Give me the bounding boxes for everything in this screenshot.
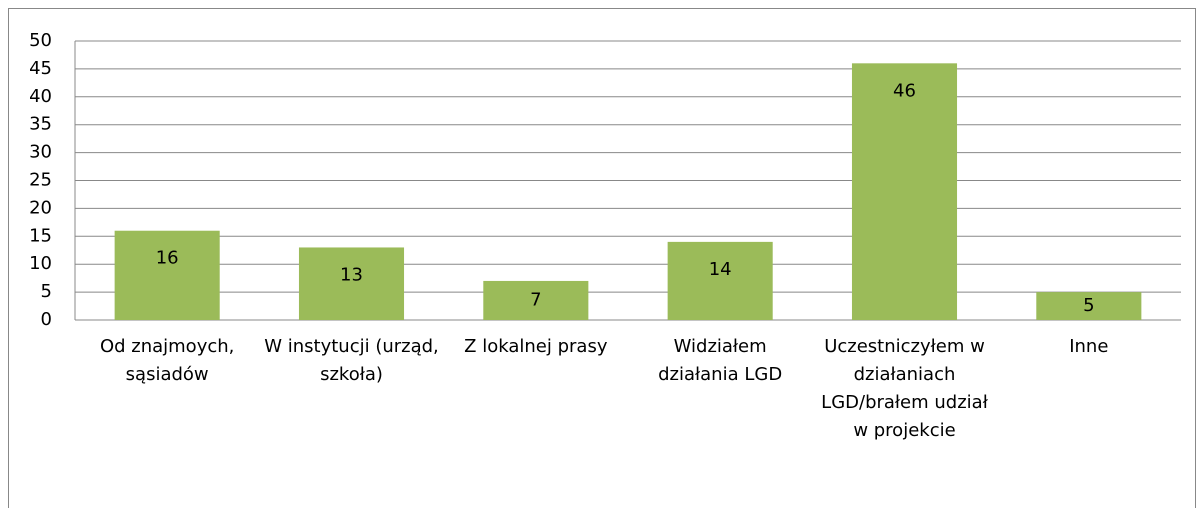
- data-label: 5: [1083, 295, 1094, 316]
- bar: [298, 247, 405, 320]
- x-tick-label: W instytucji (urząd, szkoła): [264, 336, 439, 385]
- y-tick-label: 25: [29, 170, 52, 191]
- y-tick-label: 10: [29, 253, 52, 274]
- y-tick-label: 50: [29, 30, 52, 51]
- bar: [851, 63, 958, 320]
- x-tick-label: Z lokalnej prasy: [464, 336, 608, 357]
- x-tick-label: Od znajmoych, sąsiadów: [99, 336, 235, 385]
- x-tick-label: Uczestniczyłem w działaniach LGD/brałem …: [821, 336, 988, 441]
- data-label: 46: [893, 80, 916, 101]
- bar: [483, 280, 589, 320]
- bar: [114, 230, 220, 320]
- y-tick-label: 30: [29, 142, 52, 163]
- x-tick-label: Widziałem działania LGD: [658, 336, 783, 385]
- y-tick-label: 20: [29, 197, 52, 218]
- y-tick-label: 0: [41, 309, 52, 330]
- y-tick-label: 15: [29, 225, 52, 246]
- chart-border: [8, 8, 1196, 508]
- data-label: 14: [709, 259, 732, 280]
- data-label: 7: [530, 289, 541, 310]
- y-tick-label: 40: [29, 86, 52, 107]
- bar: [1036, 292, 1142, 320]
- data-label: 13: [340, 264, 363, 285]
- y-tick-label: 45: [29, 58, 52, 79]
- x-tick-label: Inne: [1069, 336, 1109, 357]
- y-tick-label: 35: [29, 114, 52, 135]
- y-tick-label: 5: [41, 281, 52, 302]
- data-label: 16: [156, 248, 179, 269]
- bar: [667, 241, 773, 320]
